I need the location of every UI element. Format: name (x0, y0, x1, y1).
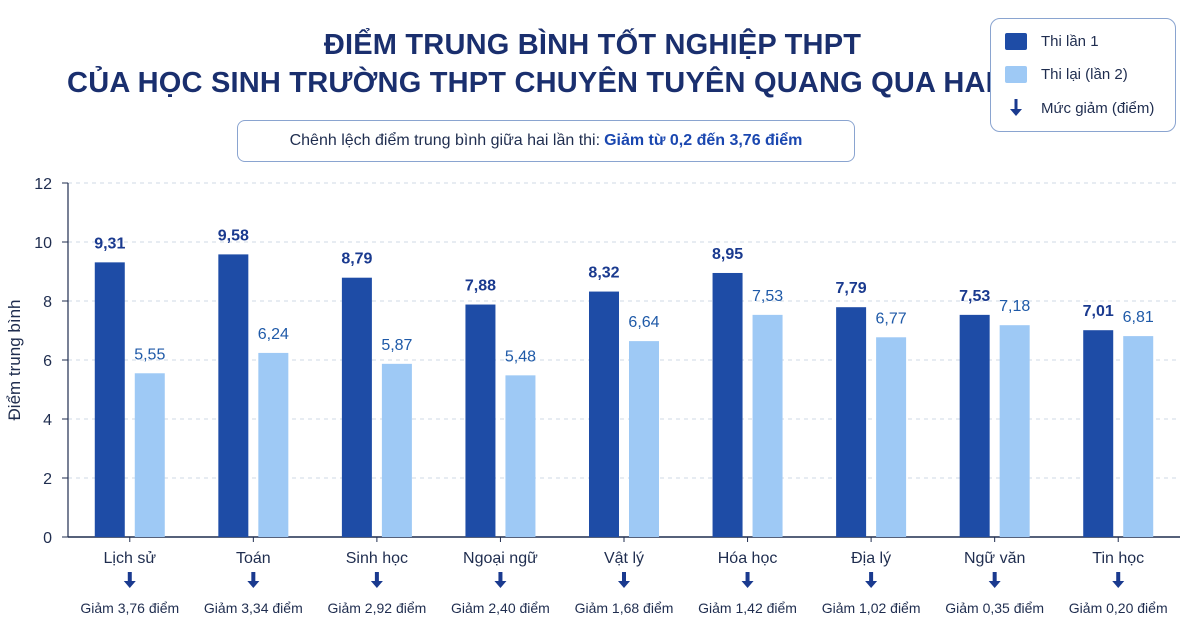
data-label-series2: 6,77 (876, 310, 907, 327)
x-tick-label: Lịch sử (104, 550, 157, 567)
bar-series2 (505, 375, 536, 537)
y-tick-label: 4 (43, 412, 52, 429)
bar-series1 (712, 272, 743, 537)
down-arrow-icon (618, 572, 630, 588)
bar-series1 (94, 262, 125, 537)
x-tick-label: Ngữ văn (964, 550, 1025, 567)
y-axis-label: Điểm trung bình (5, 300, 24, 421)
bar-series2 (876, 337, 907, 537)
bar-series1 (1083, 330, 1114, 537)
decrease-label: Giảm 1,68 điểm (575, 600, 674, 616)
data-label-series1: 7,01 (1083, 303, 1114, 320)
down-arrow-icon (123, 572, 136, 588)
bar-series2 (999, 325, 1030, 537)
decrease-label: Giảm 0,35 điểm (945, 600, 1044, 616)
data-label-series2: 7,18 (999, 298, 1030, 315)
decrease-label: Giảm 3,76 điểm (80, 600, 179, 616)
data-label-series2: 6,64 (628, 314, 659, 331)
x-tick-label: Toán (236, 550, 271, 567)
data-label-series2: 6,24 (258, 326, 289, 343)
decrease-label: Giảm 3,34 điểm (204, 600, 303, 616)
data-label-series1: 8,32 (588, 265, 619, 282)
bar-series2 (629, 341, 659, 537)
legend-item-series2: Thi lại (lần 2) (1005, 66, 1128, 83)
bar-series1 (959, 314, 990, 537)
y-tick-label: 12 (34, 176, 52, 193)
down-arrow-icon (494, 572, 507, 588)
decrease-label: Giảm 1,42 điểm (698, 600, 797, 616)
decrease-label: Giảm 0,20 điểm (1069, 600, 1168, 616)
data-label-series1: 7,79 (836, 280, 867, 297)
y-tick-label: 10 (34, 235, 52, 252)
down-arrow-icon (247, 572, 260, 588)
chart-title: ĐIỂM TRUNG BÌNH TỐT NGHIỆP THPT CỦA HỌC … (0, 26, 1185, 102)
down-arrow-icon (865, 572, 878, 588)
x-tick-label: Ngoại ngữ (463, 550, 538, 567)
data-label-series2: 5,87 (381, 337, 412, 354)
data-label-series1: 9,58 (218, 227, 249, 244)
data-label-series1: 9,31 (94, 235, 125, 252)
bar-series2 (752, 314, 783, 537)
difference-summary-box: Chênh lệch điểm trung bình giữa hai lần … (237, 120, 855, 162)
difference-summary-label: Chênh lệch điểm trung bình giữa hai lần … (289, 132, 601, 149)
bar-series2 (134, 373, 165, 537)
x-tick-label: Vật lý (604, 550, 644, 567)
down-arrow-icon (741, 572, 754, 588)
bar-series1 (836, 307, 867, 537)
data-label-series2: 5,55 (134, 346, 165, 363)
legend-label-series2: Thi lại (lần 2) (1041, 66, 1128, 83)
bar-series1 (465, 304, 496, 537)
chart-title-line1: ĐIỂM TRUNG BÌNH TỐT NGHIỆP THPT (323, 29, 862, 61)
down-arrow-icon (370, 572, 383, 588)
x-tick-label: Hóa học (718, 550, 778, 567)
chart-legend: Thi lần 1 Thi lại (lần 2) Mức giảm (điểm… (990, 18, 1176, 132)
legend-label-series1: Thi lần 1 (1041, 33, 1099, 50)
bar-series2 (258, 352, 289, 537)
y-tick-label: 8 (43, 294, 52, 311)
down-arrow-icon (988, 572, 1001, 588)
bar-series2 (381, 363, 412, 537)
bar-series2 (1123, 336, 1154, 537)
decrease-label: Giảm 2,40 điểm (451, 600, 550, 616)
data-label-series2: 7,53 (752, 288, 783, 305)
bar-series1 (589, 291, 619, 537)
legend-swatch-series2 (1005, 66, 1027, 83)
legend-item-decrease: Mức giảm (điểm) (1005, 99, 1154, 117)
decrease-label: Giảm 2,92 điểm (327, 600, 426, 616)
data-label-series1: 8,79 (341, 251, 372, 268)
legend-label-decrease: Mức giảm (điểm) (1041, 99, 1155, 117)
chart-title-line2: CỦA HỌC SINH TRƯỜNG THPT CHUYÊN TUYÊN QU… (67, 67, 1118, 99)
down-arrow-icon (1112, 572, 1125, 588)
legend-swatch-series1 (1005, 33, 1027, 50)
data-label-series1: 8,95 (712, 246, 743, 263)
y-tick-label: 6 (43, 353, 52, 370)
bar-series1 (341, 277, 372, 537)
y-tick-label: 2 (43, 471, 52, 488)
decrease-label: Giảm 1,02 điểm (822, 600, 921, 616)
data-label-series2: 5,48 (505, 348, 536, 365)
x-tick-label: Tin học (1092, 550, 1144, 567)
difference-summary-value: Giảm từ 0,2 đến 3,76 điểm (604, 132, 803, 149)
down-arrow-icon (1005, 99, 1027, 117)
data-label-series1: 7,88 (465, 278, 496, 295)
y-tick-label: 0 (43, 530, 52, 547)
x-tick-label: Địa lý (851, 550, 891, 567)
x-tick-label: Sinh học (346, 550, 408, 567)
data-label-series1: 7,53 (959, 288, 990, 305)
data-label-series2: 6,81 (1123, 309, 1154, 326)
bar-series1 (218, 254, 249, 537)
legend-item-series1: Thi lần 1 (1005, 33, 1099, 50)
